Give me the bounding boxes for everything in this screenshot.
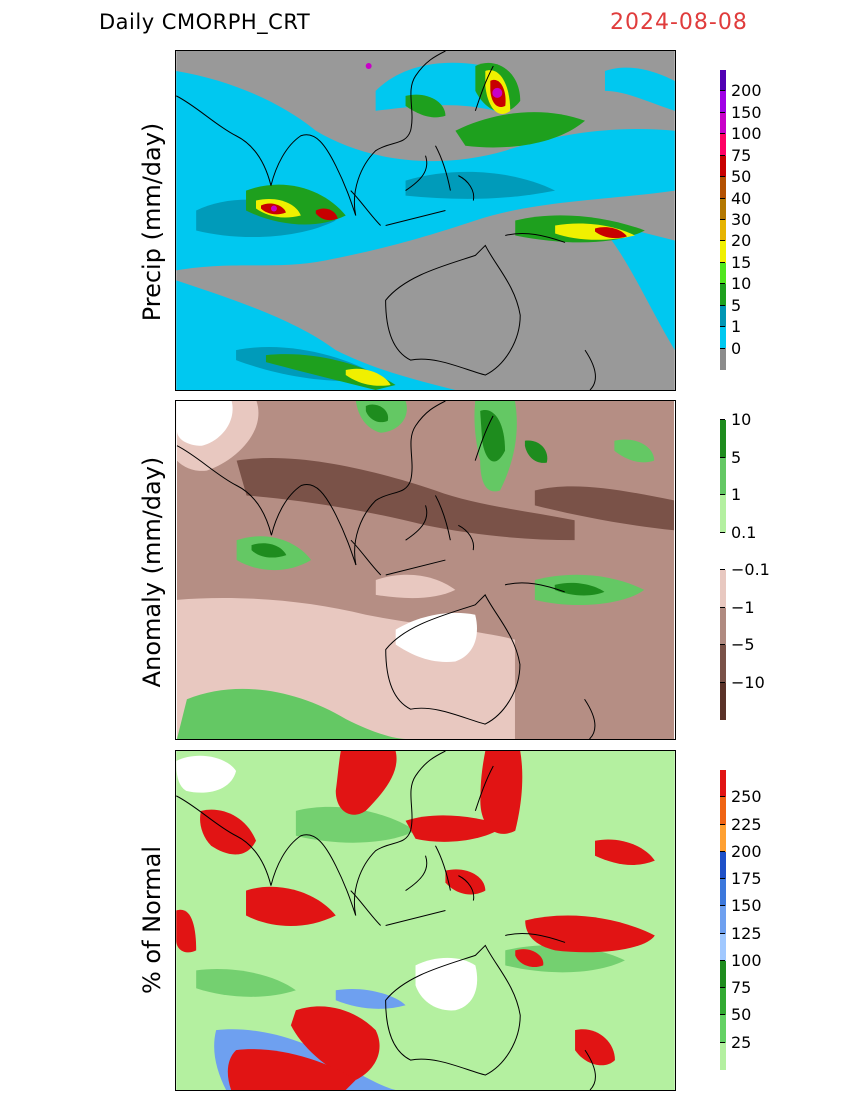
precip-ylabel: Precip (mm/day) (138, 122, 166, 322)
percent-colorbar-segment (720, 988, 726, 1016)
anomaly-colorbar-label: −5 (720, 635, 755, 654)
anomaly-colorbar (720, 420, 726, 720)
precip-colorbar-segment (720, 348, 726, 370)
anomaly-colorbar-label: −10 (720, 672, 765, 692)
percent-colorbar-segment (720, 933, 726, 961)
percent-colorbar-segment (720, 851, 726, 880)
precip-colorbar-label: 100 (720, 124, 762, 144)
percent-colorbar (720, 770, 726, 1070)
anomaly-colorbar-segment (720, 645, 726, 683)
percent-colorbar-segment (720, 797, 726, 825)
precip-colorbar-label: 5 (719, 295, 742, 315)
precip-colorbar-segment (720, 305, 726, 328)
precip-colorbar-label: 0 (719, 338, 742, 358)
percent-colorbar-segment (720, 879, 726, 907)
anomaly-colorbar-segment (720, 532, 726, 570)
percent-colorbar-segment (720, 1042, 726, 1070)
precip-colorbar-segment (720, 177, 726, 199)
precip-colorbar-label: 10 (719, 274, 752, 294)
percent-colorbar-segment (720, 824, 726, 852)
precip-colorbar-segment (720, 241, 726, 263)
anomaly-colorbar-label: 10 (719, 410, 752, 429)
percent-colorbar-label: 225 (720, 814, 762, 834)
percent-colorbar-segment (720, 770, 726, 798)
precip-colorbar-segment (720, 112, 726, 135)
precip-colorbar-segment (720, 219, 726, 242)
percent-map (176, 751, 675, 1090)
precip-colorbar-segment (720, 198, 726, 220)
precip-colorbar-label: 1 (719, 317, 742, 337)
anomaly-map-panel (175, 400, 676, 740)
precip-colorbar-segment (720, 284, 726, 306)
percent-colorbar-label: 75 (719, 978, 752, 998)
anomaly-colorbar-segment (720, 682, 726, 720)
precip-colorbar-label: 15 (719, 252, 752, 272)
percent-ylabel: % of Normal (138, 845, 166, 995)
percent-colorbar-segment (720, 906, 726, 934)
anomaly-colorbar-label: 1 (719, 485, 742, 504)
anomaly-colorbar-segment (720, 495, 726, 533)
precip-colorbar-segment (720, 155, 726, 178)
precip-colorbar-segment (720, 262, 726, 285)
precip-colorbar (720, 70, 726, 370)
precip-colorbar-label: 75 (719, 145, 752, 165)
precip-colorbar-label: 150 (720, 102, 762, 122)
precip-map (176, 51, 675, 390)
percent-colorbar-label: 100 (720, 950, 762, 970)
precip-map-panel (175, 50, 676, 391)
percent-colorbar-label: 50 (719, 1005, 752, 1025)
percent-colorbar-label: 125 (720, 923, 762, 943)
anomaly-colorbar-label: 0.1 (719, 522, 757, 542)
map-title: Daily CMORPH_CRT (99, 10, 311, 34)
anomaly-colorbar-segment (720, 420, 726, 458)
precip-colorbar-label: 20 (719, 231, 752, 251)
percent-colorbar-label: 150 (720, 896, 762, 916)
percent-colorbar-label: 175 (720, 869, 762, 889)
percent-colorbar-label: 250 (720, 787, 762, 807)
precip-colorbar-label: 50 (719, 167, 752, 187)
percent-map-panel (175, 750, 676, 1091)
precip-colorbar-label: 40 (719, 188, 752, 208)
percent-colorbar-label: 25 (719, 1032, 752, 1052)
percent-colorbar-segment (720, 960, 726, 989)
precip-colorbar-segment (720, 91, 726, 113)
anomaly-colorbar-label: −1 (720, 597, 755, 617)
precip-colorbar-label: 200 (720, 81, 762, 101)
percent-colorbar-label: 200 (720, 841, 762, 861)
precip-colorbar-segment (720, 327, 726, 349)
anomaly-colorbar-segment (720, 457, 726, 495)
anomaly-colorbar-segment (720, 607, 726, 645)
anomaly-ylabel: Anomaly (mm/day) (138, 456, 166, 688)
anomaly-colorbar-label: −0.1 (720, 560, 770, 579)
precip-colorbar-segment (720, 70, 726, 92)
anomaly-colorbar-segment (720, 570, 726, 608)
precip-colorbar-segment (720, 134, 726, 156)
percent-colorbar-segment (720, 1015, 726, 1043)
precip-colorbar-label: 30 (719, 210, 752, 229)
anomaly-colorbar-label: 5 (719, 447, 742, 467)
anomaly-map (176, 401, 675, 739)
map-date: 2024-08-08 (610, 10, 748, 35)
